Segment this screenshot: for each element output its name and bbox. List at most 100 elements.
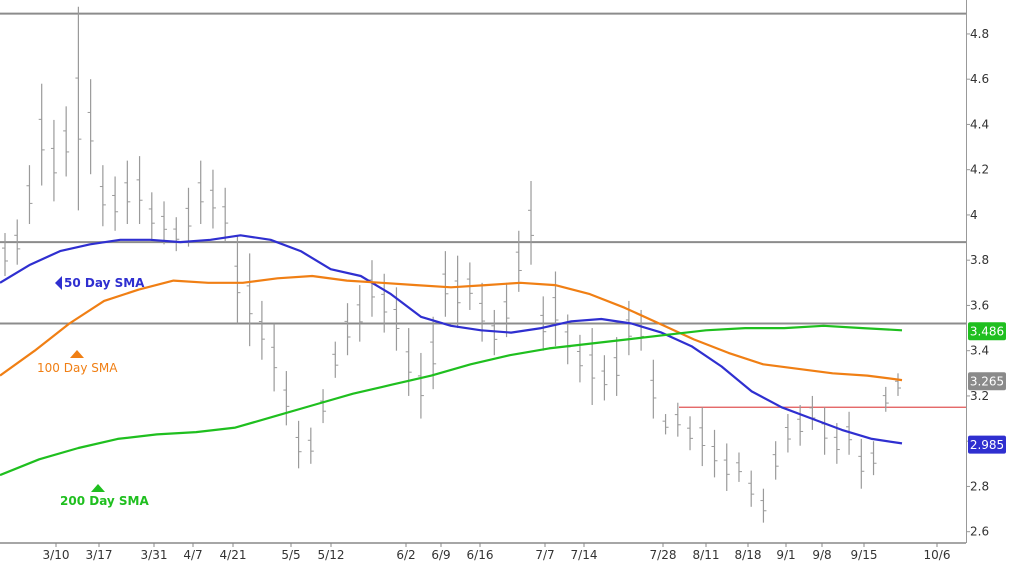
y-tick-label: 4.4 bbox=[970, 117, 989, 131]
x-tick-label: 3/17 bbox=[86, 548, 113, 562]
price-bar bbox=[2, 233, 8, 277]
x-tick-label: 6/2 bbox=[396, 548, 415, 562]
y-tick-label: 4 bbox=[970, 208, 978, 222]
sma100-label: 100 Day SMA bbox=[37, 361, 118, 375]
x-tick-label: 9/15 bbox=[851, 548, 878, 562]
price-bar bbox=[222, 187, 229, 243]
price-bar bbox=[479, 282, 486, 342]
price-bar bbox=[38, 83, 45, 186]
price-bar bbox=[283, 371, 290, 426]
price-bar bbox=[503, 282, 510, 338]
price-bar bbox=[748, 470, 755, 507]
y-tick-label: 3.2 bbox=[970, 389, 989, 403]
x-tick-label: 5/12 bbox=[318, 548, 345, 562]
x-tick-label: 10/6 bbox=[924, 548, 951, 562]
price-bar bbox=[552, 271, 559, 347]
x-tick-label: 4/7 bbox=[183, 548, 202, 562]
sma50-marker-icon bbox=[55, 276, 62, 290]
last-value-tag-box bbox=[968, 322, 1006, 341]
price-bar bbox=[185, 187, 192, 247]
y-tick-label: 3.6 bbox=[970, 298, 989, 312]
price-last-value-tag: 3.265 bbox=[968, 372, 1006, 391]
price-bar bbox=[515, 230, 522, 292]
price-bar bbox=[14, 219, 21, 265]
price-bar bbox=[356, 285, 363, 342]
x-tick-label: 7/28 bbox=[650, 548, 677, 562]
x-tick-label: 7/14 bbox=[571, 548, 598, 562]
sma200-marker-icon bbox=[91, 484, 105, 492]
x-tick-label: 3/31 bbox=[141, 548, 168, 562]
price-bar bbox=[99, 165, 106, 227]
axes-layer: 2.62.833.23.43.63.844.24.44.64.83/103/17… bbox=[0, 0, 989, 562]
price-bar bbox=[674, 402, 681, 437]
last-value-tag-text: 3.486 bbox=[970, 325, 1004, 339]
y-tick-label: 4.2 bbox=[970, 163, 989, 177]
price-bar bbox=[417, 352, 424, 419]
sma-lines-layer bbox=[0, 234, 903, 477]
sma100-marker-icon bbox=[70, 350, 84, 358]
price-bar bbox=[197, 160, 204, 224]
price-bar bbox=[491, 309, 498, 356]
price-bar bbox=[454, 255, 461, 329]
y-tick-label: 3.4 bbox=[970, 344, 989, 358]
price-bar bbox=[87, 79, 94, 175]
y-tick-label: 4.6 bbox=[970, 72, 989, 86]
price-bar bbox=[112, 176, 119, 231]
price-bar bbox=[735, 452, 742, 482]
x-tick-label: 3/10 bbox=[43, 548, 70, 562]
price-bar bbox=[723, 443, 730, 491]
x-tick-label: 9/8 bbox=[812, 548, 831, 562]
price-bar bbox=[136, 156, 143, 224]
price-bar bbox=[528, 181, 535, 265]
x-tick-label: 7/7 bbox=[535, 548, 554, 562]
price-bar bbox=[858, 438, 865, 489]
last-value-tag-box bbox=[968, 435, 1006, 454]
price-bar bbox=[601, 355, 608, 401]
x-tick-label: 9/1 bbox=[776, 548, 795, 562]
sma50-label: 50 Day SMA bbox=[64, 276, 145, 290]
price-bar bbox=[784, 414, 791, 453]
price-bar bbox=[846, 411, 853, 455]
price-bar bbox=[699, 407, 706, 467]
price-bar bbox=[234, 235, 241, 324]
last-value-tag-text: 2.985 bbox=[970, 438, 1004, 452]
price-bar bbox=[209, 169, 216, 229]
price-bar bbox=[295, 420, 302, 469]
x-tick-label: 8/18 bbox=[735, 548, 762, 562]
y-tick-label: 4.8 bbox=[970, 27, 989, 41]
price-bar bbox=[895, 373, 901, 396]
price-bar bbox=[576, 334, 583, 383]
legend-labels-layer: 50 Day SMA 100 Day SMA 200 Day SMA bbox=[37, 276, 150, 508]
price-bar bbox=[809, 395, 816, 430]
price-bar bbox=[442, 251, 449, 317]
price-bar bbox=[540, 296, 547, 351]
price-bar bbox=[405, 328, 412, 396]
last-value-tag-text: 3.265 bbox=[970, 375, 1004, 389]
price-bar bbox=[63, 106, 70, 177]
price-bar bbox=[246, 253, 253, 347]
x-tick-label: 5/5 bbox=[281, 548, 300, 562]
price-bar bbox=[760, 488, 767, 523]
price-bar bbox=[589, 328, 596, 405]
price-bar bbox=[613, 337, 620, 396]
price-bar bbox=[75, 6, 82, 211]
sma200-line bbox=[0, 324, 903, 477]
price-bar bbox=[148, 192, 155, 240]
price-bar bbox=[650, 359, 657, 419]
price-bar bbox=[870, 441, 877, 476]
x-tick-label: 4/21 bbox=[220, 548, 247, 562]
price-bar bbox=[332, 341, 339, 378]
sma200-last-value-tag: 3.486 bbox=[968, 322, 1006, 341]
x-tick-label: 6/9 bbox=[431, 548, 450, 562]
price-bar bbox=[161, 201, 168, 245]
price-bar bbox=[320, 389, 327, 424]
price-bar bbox=[124, 160, 131, 224]
sma50-line bbox=[0, 234, 903, 445]
price-bar bbox=[430, 316, 437, 390]
price-bar bbox=[173, 217, 180, 252]
y-tick-label: 2.6 bbox=[970, 525, 989, 539]
last-value-tag-box bbox=[968, 372, 1006, 391]
sma200-label: 200 Day SMA bbox=[60, 494, 150, 508]
price-bar bbox=[882, 386, 889, 412]
